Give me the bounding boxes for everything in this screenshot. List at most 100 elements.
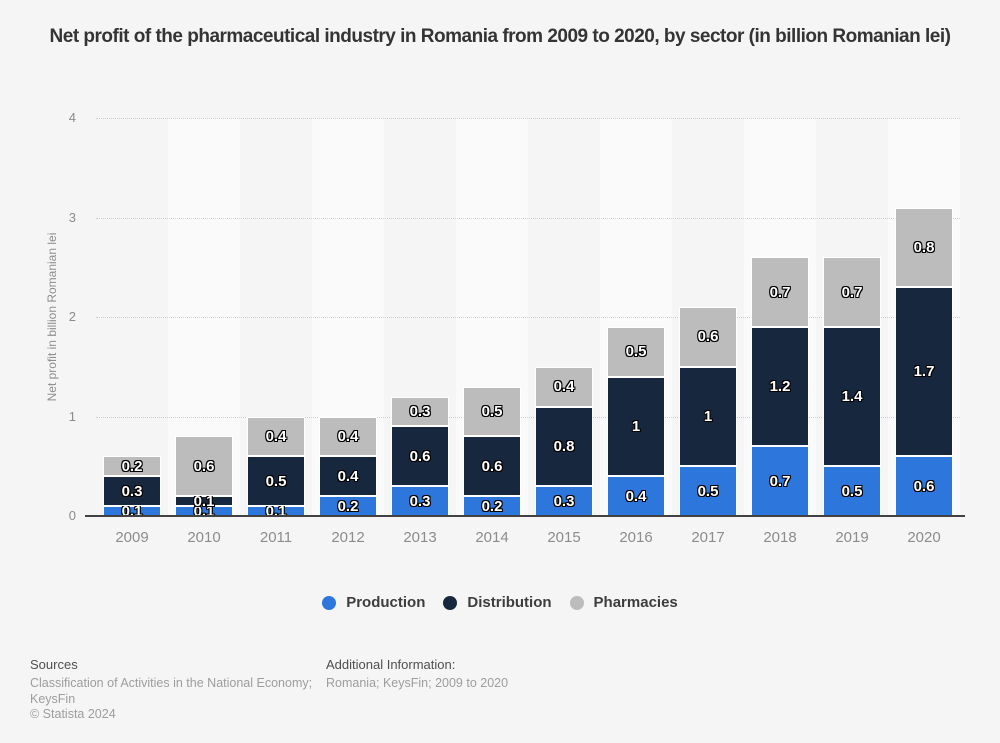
x-axis-label-2016: 2016 [619, 529, 653, 546]
bar-value-label: 0.1 [265, 502, 287, 520]
bar-segment-production-2012[interactable]: 0.2 [319, 496, 377, 516]
bar-segment-pharmacies-2015[interactable]: 0.4 [535, 366, 593, 407]
bar-value-label: 1 [631, 417, 641, 435]
bar-segment-pharmacies-2010[interactable]: 0.6 [175, 436, 233, 497]
sources-line-2: KeysFin [30, 691, 76, 706]
bar-value-label: 0.4 [625, 487, 647, 505]
bar-segment-distribution-2015[interactable]: 0.8 [535, 406, 593, 487]
plot-area: 0.1 0.3 0.2 0.1 0.1 0.6 0.1 0.5 0.4 0.2 0.4 0.4 0.3 0… [96, 118, 960, 520]
bar-segment-production-2015[interactable]: 0.3 [535, 486, 593, 516]
bar-group-2012: 0.2 0.4 0.4 [319, 118, 377, 516]
bar-segment-pharmacies-2020[interactable]: 0.8 [895, 207, 953, 288]
bar-value-label: 0.1 [193, 502, 215, 520]
x-axis-label-2018: 2018 [763, 529, 797, 546]
bar-segment-distribution-2010[interactable]: 0.1 [175, 494, 233, 509]
bar-value-label: 0.8 [553, 437, 575, 455]
legend-item-distribution[interactable]: Distribution [443, 594, 552, 611]
bar-group-2010: 0.1 0.1 0.6 [175, 118, 233, 520]
x-axis-label-2012: 2012 [331, 529, 365, 546]
footer-additional-information: Additional Information: Romania; KeysFin… [326, 657, 656, 692]
bar-segment-production-2013[interactable]: 0.3 [391, 486, 449, 516]
bar-value-label: 0.2 [121, 457, 143, 475]
bar-segment-distribution-2019[interactable]: 1.4 [823, 326, 881, 467]
bar-segment-pharmacies-2011[interactable]: 0.4 [247, 416, 305, 457]
bar-segment-distribution-2012[interactable]: 0.4 [319, 456, 377, 497]
x-axis-label-2014: 2014 [475, 529, 509, 546]
bar-value-label: 1.4 [841, 388, 863, 406]
bar-group-2015: 0.3 0.8 0.4 [535, 118, 593, 516]
legend-item-pharmacies[interactable]: Pharmacies [569, 594, 678, 611]
legend-label-production: Production [346, 594, 426, 611]
bar-value-label: 0.6 [409, 447, 431, 465]
legend-swatch-production-icon [322, 595, 337, 610]
bar-value-label: 0.5 [265, 472, 287, 490]
bar-segment-production-2020[interactable]: 0.6 [895, 456, 953, 516]
bar-value-label: 0.4 [337, 467, 359, 485]
x-axis-label-2009: 2009 [115, 529, 149, 546]
bar-value-label: 0.6 [193, 457, 215, 475]
bar-segment-production-2014[interactable]: 0.2 [463, 496, 521, 516]
bar-segment-distribution-2016[interactable]: 1 [607, 376, 665, 477]
bar-value-label: 0.5 [481, 403, 503, 421]
bar-group-2013: 0.3 0.6 0.3 [391, 118, 449, 516]
bar-value-label: 0.4 [265, 427, 287, 445]
copyright: © Statista 2024 [30, 707, 116, 721]
y-axis-tick-label-2: 2 [68, 309, 76, 324]
bar-value-label: 0.8 [913, 238, 935, 256]
bar-segment-pharmacies-2014[interactable]: 0.5 [463, 386, 521, 437]
footer-sources: Sources Classification of Activities in … [30, 657, 318, 723]
bar-segment-production-2016[interactable]: 0.4 [607, 476, 665, 516]
legend-swatch-pharmacies-icon [569, 595, 584, 610]
bar-group-2017: 0.5 1 0.6 [679, 118, 737, 516]
y-axis-tick-label-4: 4 [68, 110, 76, 125]
bar-value-label: 0.3 [553, 492, 575, 510]
y-axis-tick-label-1: 1 [68, 408, 76, 424]
legend-label-distribution: Distribution [467, 594, 552, 611]
bar-value-label: 0.6 [697, 328, 719, 346]
legend-item-production[interactable]: Production [322, 594, 425, 611]
bar-value-label: 0.3 [121, 482, 143, 500]
bar-value-label: 0.7 [841, 283, 863, 301]
bar-group-2009: 0.1 0.3 0.2 [103, 118, 161, 520]
bar-segment-pharmacies-2019[interactable]: 0.7 [823, 257, 881, 327]
legend-label-pharmacies: Pharmacies [593, 594, 678, 611]
bar-value-label: 0.7 [769, 472, 791, 490]
legend-swatch-distribution-icon [443, 595, 458, 610]
bar-value-label: 0.2 [337, 497, 359, 515]
bar-value-label: 0.3 [409, 492, 431, 510]
bar-value-label: 0.1 [121, 502, 143, 520]
bar-segment-pharmacies-2013[interactable]: 0.3 [391, 396, 449, 427]
bar-segment-pharmacies-2018[interactable]: 0.7 [751, 257, 809, 327]
bar-segment-production-2018[interactable]: 0.7 [751, 446, 809, 516]
x-axis-line [85, 515, 965, 517]
bar-value-label: 0.6 [481, 457, 503, 475]
y-axis-tick-label-0: 0 [68, 508, 76, 523]
bar-segment-distribution-2018[interactable]: 1.2 [751, 326, 809, 447]
x-axis-label-2013: 2013 [403, 529, 437, 546]
additional-information-text: Romania; KeysFin; 2009 to 2020 [326, 676, 509, 690]
bar-segment-distribution-2014[interactable]: 0.6 [463, 436, 521, 497]
x-axis-label-2015: 2015 [547, 529, 581, 546]
bar-value-label: 0.4 [553, 378, 575, 396]
bar-value-label: 0.2 [481, 497, 503, 515]
additional-information-heading: Additional Information: [326, 657, 456, 672]
bar-segment-production-2017[interactable]: 0.5 [679, 466, 737, 516]
bar-segment-pharmacies-2012[interactable]: 0.4 [319, 416, 377, 457]
bar-segment-distribution-2011[interactable]: 0.5 [247, 456, 305, 507]
bar-segment-pharmacies-2009[interactable]: 0.2 [103, 456, 161, 477]
bar-segment-distribution-2013[interactable]: 0.6 [391, 426, 449, 487]
bar-segment-production-2019[interactable]: 0.5 [823, 466, 881, 516]
gridline-4 [96, 118, 960, 119]
bar-segment-pharmacies-2016[interactable]: 0.5 [607, 326, 665, 377]
bar-segment-distribution-2020[interactable]: 1.7 [895, 287, 953, 457]
bar-segment-distribution-2017[interactable]: 1 [679, 366, 737, 467]
sources-heading: Sources [30, 657, 78, 672]
bar-group-2020: 0.6 1.7 0.8 [895, 118, 953, 516]
bar-segment-pharmacies-2017[interactable]: 0.6 [679, 307, 737, 367]
sources-line-1: Classification of Activities in the Nati… [30, 676, 313, 690]
y-axis-tick-label-3: 3 [68, 209, 76, 225]
bar-segment-distribution-2009[interactable]: 0.3 [103, 476, 161, 507]
gridline-2 [96, 317, 960, 318]
bar-value-label: 0.5 [625, 343, 647, 361]
